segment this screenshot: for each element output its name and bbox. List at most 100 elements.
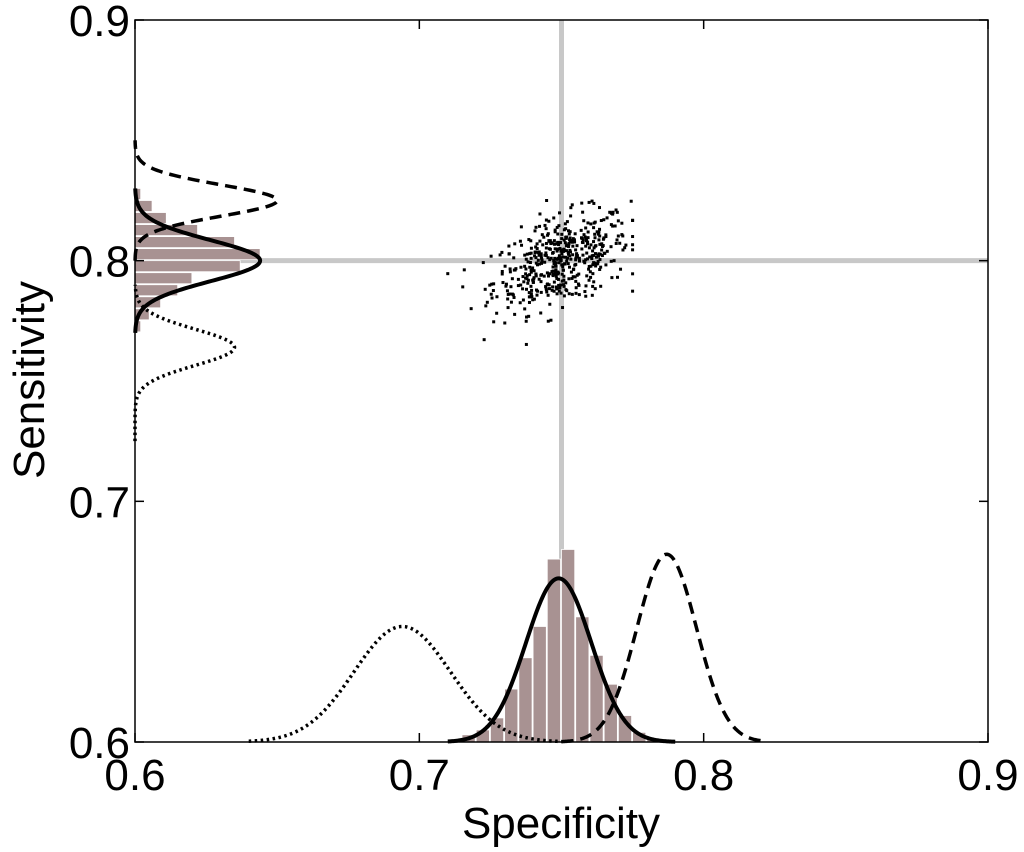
scatter-point [528, 261, 532, 265]
scatter-point [545, 290, 549, 294]
scatter-point [563, 262, 567, 266]
scatter-point [598, 227, 602, 231]
scatter-point [525, 315, 529, 319]
scatter-point [525, 252, 529, 256]
scatter-point [509, 285, 513, 289]
scatter-point [540, 258, 544, 262]
scatter-point [584, 226, 588, 230]
scatter-point [552, 216, 556, 220]
scatter-point [557, 243, 561, 247]
scatter-point [521, 275, 525, 279]
scatter-point [506, 306, 510, 310]
scatter-point [528, 295, 532, 299]
scatter-point [539, 280, 543, 284]
scatter-point [615, 210, 619, 214]
scatter-point [539, 252, 543, 256]
scatter-point [592, 201, 596, 205]
scatter-point [586, 221, 590, 225]
scatter-point [564, 249, 568, 253]
scatter-point [620, 221, 624, 225]
scatter-point [532, 277, 536, 281]
scatter-point [559, 291, 563, 295]
scatter-point [461, 285, 465, 289]
scatter-point [542, 235, 546, 239]
x-axis-title: Specificity [462, 799, 660, 848]
scatter-point [604, 263, 608, 267]
scatter-point [593, 232, 597, 236]
scatter-point [592, 221, 596, 225]
scatter-point [597, 230, 601, 234]
scatter-point [534, 261, 538, 265]
scatter-point [560, 279, 564, 283]
scatter-point [596, 232, 600, 236]
scatter-point [527, 314, 531, 318]
scatter-point [610, 276, 614, 280]
scatter-point [551, 251, 555, 254]
scatter-point [536, 258, 540, 262]
scatter-point [574, 279, 578, 283]
scatter-point [554, 268, 558, 272]
scatter-point [591, 263, 595, 267]
specificity-curve-dotted [248, 624, 562, 744]
scatter-point [552, 259, 556, 263]
scatter-point [584, 258, 588, 262]
scatter-point [581, 238, 585, 242]
scatter-point [504, 282, 508, 286]
scatter-point [561, 249, 565, 253]
scatter-point [551, 269, 555, 273]
scatter-point [521, 298, 525, 302]
scatter-point [593, 252, 597, 256]
scatter-point [508, 267, 512, 271]
scatter-point [514, 267, 518, 271]
scatter-point [585, 251, 589, 255]
scatter-point [569, 206, 573, 210]
scatter-point [593, 287, 597, 291]
scatter-point [543, 223, 547, 227]
scatter-point [616, 234, 620, 238]
scatter-point [561, 263, 565, 267]
scatter-point [563, 241, 567, 245]
scatter-point [503, 321, 507, 325]
scatter-point [614, 208, 618, 212]
scatter-point [503, 264, 507, 268]
sensitivity-histogram-bar [134, 272, 193, 285]
scatter-point [531, 266, 535, 270]
scatter-point [571, 253, 575, 257]
scatter-point [575, 252, 579, 256]
scatter-point [561, 306, 565, 310]
scatter-point [508, 270, 512, 274]
y-tick-label: 0.9 [69, 0, 130, 46]
scatter-point [565, 220, 569, 224]
density-curves [133, 140, 761, 744]
scatter-point [594, 255, 598, 259]
scatter-point [523, 307, 527, 311]
scatter-point [525, 277, 529, 281]
scatter-point [529, 284, 533, 288]
scatter-point [527, 300, 531, 304]
scatter-point [589, 222, 593, 226]
y-tick-label: 0.6 [69, 719, 130, 768]
scatter-point [592, 226, 596, 230]
scatter-point [555, 287, 559, 291]
scatter-point [567, 277, 571, 281]
scatter-point [558, 286, 562, 290]
scatter-point [545, 199, 549, 202]
scatter-point [604, 235, 608, 239]
scatter-point [566, 256, 570, 260]
scatter-point [559, 249, 563, 253]
scatter-point [600, 254, 604, 258]
scatter-point [567, 232, 571, 236]
scatter-point [548, 258, 552, 262]
scatter-point [527, 238, 531, 242]
scatter-point [547, 283, 551, 287]
scatter-point [549, 241, 553, 245]
x-tick-label: 0.8 [673, 751, 734, 800]
scatter-point [534, 274, 538, 278]
scatter-point [589, 243, 593, 247]
scatter-point [611, 212, 615, 216]
scatter-point [586, 230, 590, 234]
scatter-point [592, 261, 596, 265]
scatter-point [520, 243, 524, 247]
scatter-point [631, 248, 635, 252]
